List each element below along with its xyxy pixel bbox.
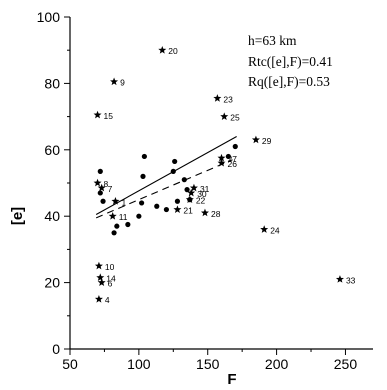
star-point-label: 11: [119, 212, 128, 222]
x-tick-label: 150: [196, 356, 220, 372]
circle-point: [232, 143, 238, 150]
circle-point: [100, 198, 106, 204]
star-point-label: 8: [104, 179, 109, 189]
star-point-label: 1: [121, 197, 126, 207]
star-point-label: 9: [120, 78, 125, 88]
x-tick-label: 100: [127, 356, 151, 372]
star-point: [200, 208, 209, 217]
star-point-label: 26: [228, 159, 238, 169]
circle-point: [97, 168, 103, 174]
star-point-label: 33: [346, 275, 356, 285]
star-point: [108, 212, 117, 220]
star-point: [189, 183, 198, 192]
star-point-label: 25: [230, 113, 240, 123]
circle-point: [172, 158, 178, 165]
star-point-label: 30: [197, 189, 207, 199]
circle-point: [184, 187, 190, 193]
star-point-label: 10: [105, 262, 115, 272]
star-point-label: 28: [211, 209, 221, 219]
star-point: [251, 135, 260, 144]
star-point: [93, 178, 102, 187]
star-point-label: 22: [196, 196, 206, 206]
solid-fit-line: [95, 136, 237, 216]
circle-point: [225, 153, 231, 160]
star-point: [185, 195, 194, 203]
y-tick-label: 40: [44, 208, 60, 224]
star-point: [220, 112, 229, 120]
circle-point: [170, 168, 176, 174]
annotation-rtc: Rtc([e],F)=0.41: [248, 54, 333, 69]
circle-point: [136, 213, 142, 219]
y-tick-label: 20: [44, 275, 60, 291]
fit-lines: [95, 136, 237, 219]
star-point-label: 15: [104, 111, 114, 121]
star-point: [173, 205, 182, 213]
x-axis-title: F: [227, 371, 236, 388]
axes: 50 100 150 200 250 0 20 40 60 80 100: [37, 9, 373, 372]
star-point-label: 4: [105, 295, 110, 305]
star-point: [158, 46, 167, 54]
star-point: [97, 278, 106, 286]
star-point-label: 6: [108, 279, 113, 289]
circle-point: [97, 190, 103, 196]
circle-point: [154, 203, 160, 209]
circle-point: [111, 230, 117, 236]
star-point-label: 7: [108, 184, 113, 194]
star-point-label: 14: [106, 274, 116, 284]
star-point-label: 29: [262, 136, 272, 146]
circle-point: [163, 206, 170, 213]
star-point: [110, 77, 119, 86]
y-tick-label: 60: [44, 142, 60, 158]
y-tick-label: 100: [37, 9, 61, 25]
star-point: [96, 273, 105, 282]
star-point-label: 21: [183, 206, 193, 216]
star-point: [217, 153, 226, 162]
dashed-fit-line: [95, 159, 233, 219]
star-point: [187, 188, 196, 197]
annotation-rq: Rq([e],F)=0.53: [248, 74, 330, 89]
y-tick-label: 80: [44, 75, 60, 91]
annotation-height: h=63 km: [248, 33, 297, 48]
x-tick-label: 50: [62, 356, 78, 372]
star-point-label: 23: [223, 94, 233, 104]
star-point: [97, 183, 106, 192]
star-point-label: 27: [228, 154, 238, 164]
star-point: [93, 110, 102, 119]
circle-point: [139, 200, 145, 206]
y-tick-label: 0: [52, 341, 60, 357]
circle-point: [114, 223, 120, 229]
y-axis-title: [e]: [9, 207, 26, 225]
circle-point: [140, 173, 146, 179]
x-tick-label: 250: [334, 356, 358, 372]
star-point: [94, 295, 103, 303]
star-point: [213, 94, 222, 102]
circle-point: [125, 221, 131, 228]
x-tick-label: 200: [265, 356, 289, 372]
star-point: [111, 197, 120, 205]
star-point: [217, 158, 226, 167]
star-point-label: 20: [168, 46, 178, 56]
circle-point: [141, 153, 147, 160]
star-point: [94, 261, 103, 270]
star-point-label: 24: [270, 225, 280, 235]
circle-point: [181, 177, 187, 183]
star-point-label: 31: [200, 184, 210, 194]
star-point: [335, 275, 344, 283]
circle-point: [174, 198, 181, 204]
star-point: [260, 225, 269, 233]
